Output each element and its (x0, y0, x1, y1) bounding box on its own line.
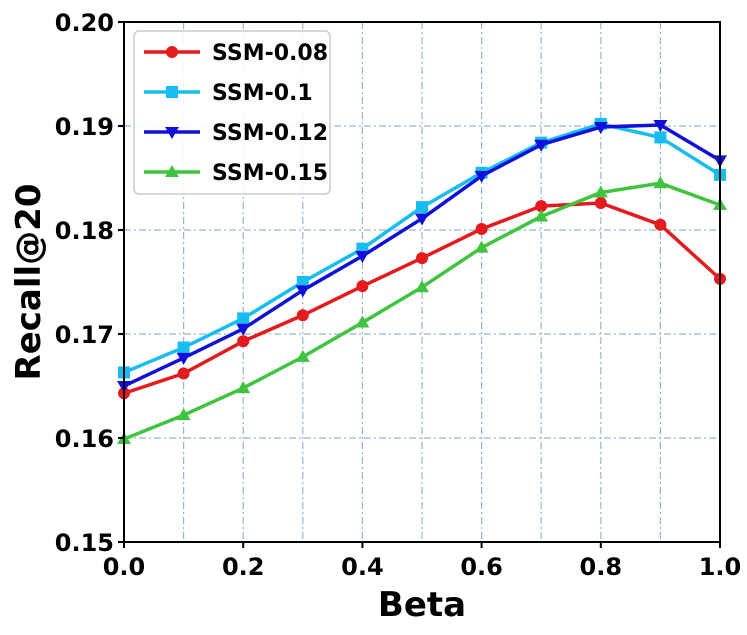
data-point (653, 176, 668, 189)
data-point (416, 201, 428, 214)
data-point (535, 200, 548, 213)
legend-label: SSM-0.12 (212, 121, 328, 146)
legend-item: SSM-0.1 (144, 81, 313, 106)
x-tick-label: 0.6 (460, 553, 503, 581)
data-point (295, 349, 310, 362)
data-point (534, 209, 549, 222)
data-point (416, 252, 428, 265)
y-tick-label: 0.18 (55, 217, 114, 245)
legend-label: SSM-0.15 (212, 161, 328, 186)
data-point (295, 285, 310, 298)
data-point (356, 280, 369, 293)
y-tick-label: 0.15 (55, 529, 114, 557)
data-point (176, 408, 191, 421)
data-point (236, 323, 251, 336)
data-point (594, 196, 607, 209)
y-tick-label: 0.19 (55, 113, 114, 141)
data-point (177, 367, 190, 380)
x-tick-label: 0.0 (103, 553, 146, 581)
legend-swatch-marker (165, 127, 179, 139)
legend-label: SSM-0.08 (212, 41, 328, 66)
legend: SSM-0.08 SSM-0.1 SSM-0.12 SSM-0.15 (133, 30, 331, 195)
data-point (653, 119, 668, 132)
series-1 (118, 196, 726, 400)
data-point (177, 341, 190, 354)
data-point (237, 312, 250, 325)
y-axis-ticks: 0.15 0.16 0.17 0.18 0.19 0.20 (55, 9, 124, 557)
series-layer (117, 117, 727, 445)
legend-swatch-marker (166, 86, 178, 98)
x-axis-ticks: 0.0 0.2 0.4 0.6 0.8 1.0 (103, 542, 742, 581)
data-point (593, 185, 608, 198)
data-point (296, 309, 309, 322)
x-tick-label: 0.4 (341, 553, 384, 581)
data-point (593, 122, 608, 135)
data-point (654, 218, 667, 231)
y-axis-label: Recall@20 (9, 184, 49, 381)
x-tick-label: 0.8 (580, 553, 623, 581)
data-point (654, 131, 667, 144)
legend-swatch-marker (165, 165, 179, 177)
y-tick-label: 0.20 (55, 9, 114, 37)
plot-frame (123, 21, 721, 543)
data-point (236, 381, 251, 394)
legend-item: SSM-0.08 (144, 41, 328, 66)
x-axis-label: Beta (378, 585, 466, 625)
data-point (475, 222, 488, 235)
legend-item: SSM-0.15 (144, 161, 328, 186)
y-tick-label: 0.17 (55, 321, 114, 349)
legend-box (133, 30, 331, 195)
data-point (237, 335, 250, 348)
x-tick-label: 1.0 (699, 553, 742, 581)
data-point (355, 251, 370, 263)
data-point (415, 213, 429, 226)
data-point (296, 276, 309, 288)
series-3 (117, 119, 727, 393)
data-point (534, 139, 549, 152)
y-tick-label: 0.16 (55, 425, 114, 453)
data-point (474, 240, 489, 253)
legend-item: SSM-0.12 (144, 121, 328, 146)
x-tick-label: 0.2 (222, 553, 265, 581)
data-point (355, 315, 370, 328)
legend-label: SSM-0.1 (212, 81, 313, 106)
legend-swatch-marker (166, 46, 178, 58)
data-point (415, 280, 429, 293)
data-point (474, 170, 489, 183)
data-point (176, 352, 191, 365)
